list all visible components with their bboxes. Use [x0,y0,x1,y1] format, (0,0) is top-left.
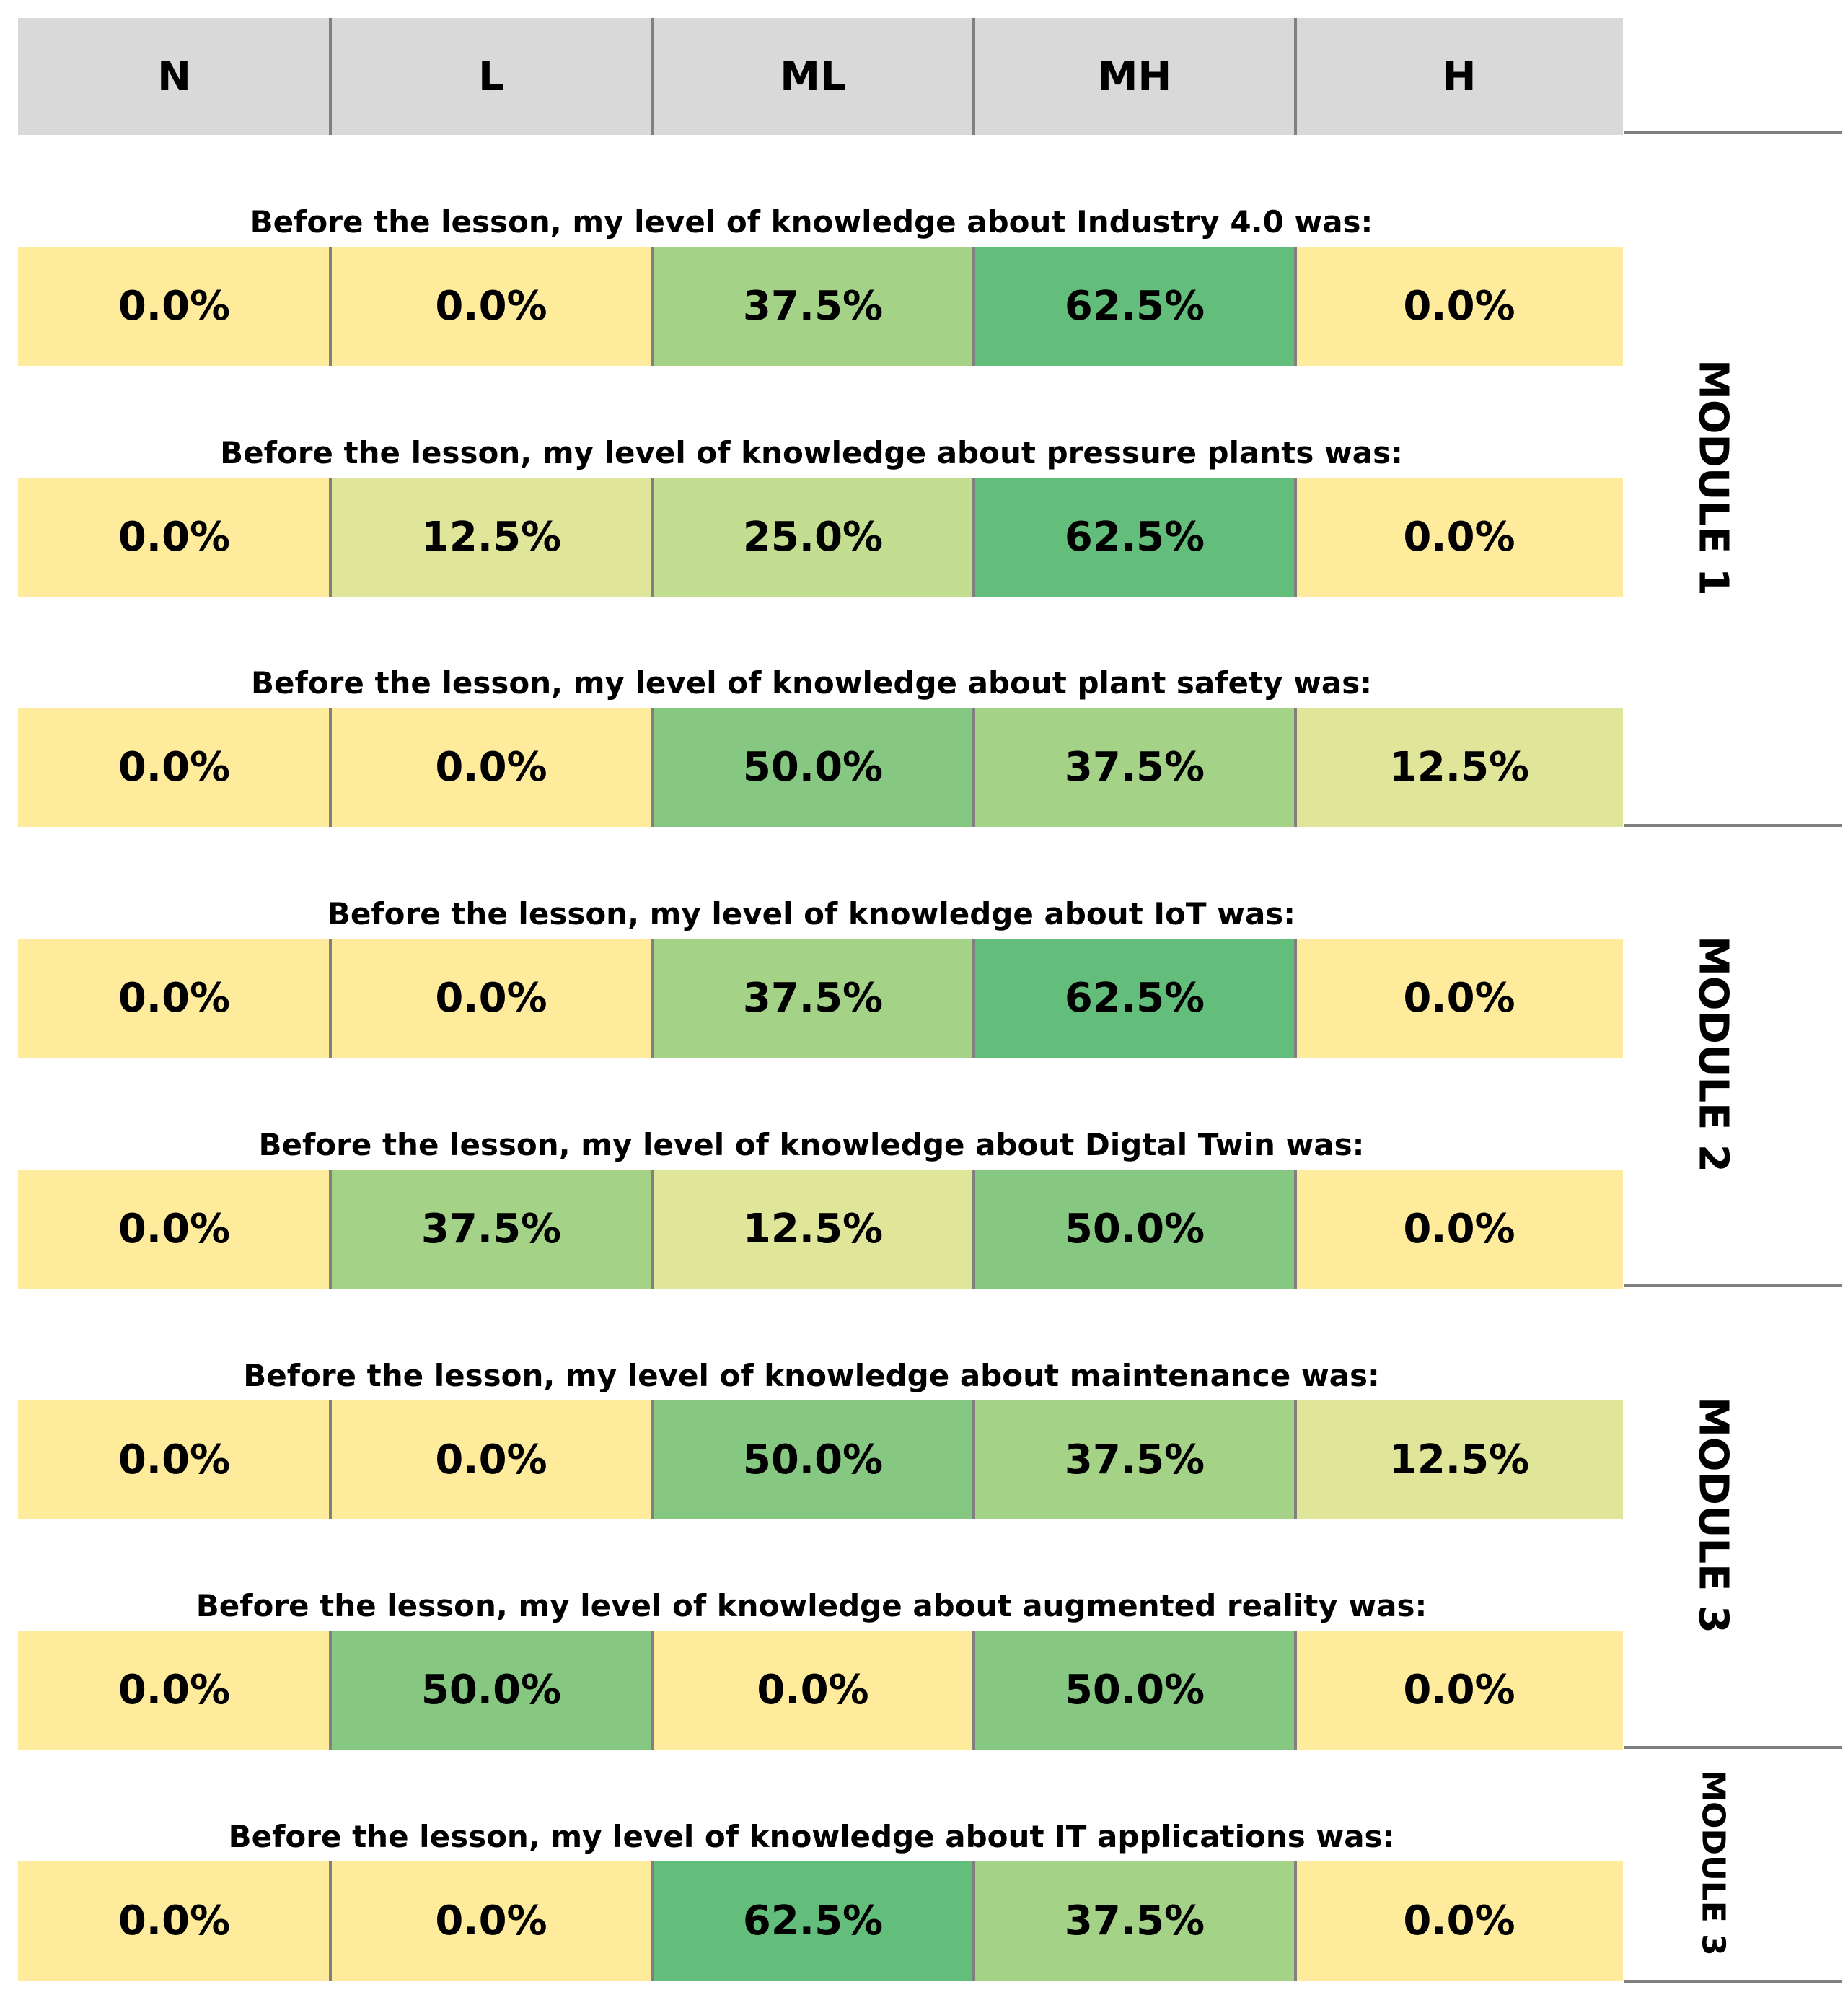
module-divider [1624,1284,1842,1287]
cell-separator [329,1861,332,1981]
heatmap-cell: 0.0% [18,477,330,597]
header-separator [651,18,654,135]
heatmap-cell: 0.0% [18,1631,330,1750]
cell-separator [329,247,332,366]
heatmap-cell: 50.0% [974,1631,1295,1750]
heatmap-cell: 0.0% [330,1400,652,1519]
column-header-n: N [18,18,330,135]
cell-separator [972,1631,975,1750]
heatmap-cell: 37.5% [652,247,974,366]
cell-separator [972,1861,975,1981]
heatmap-cell: 62.5% [974,939,1295,1058]
module-label: MODULE 1 [1689,359,1737,596]
cell-separator [1294,1631,1297,1750]
heatmap-cell: 12.5% [1295,1400,1623,1519]
heatmap-cell: 0.0% [330,708,652,828]
cell-separator [1294,477,1297,597]
cell-separator [1294,939,1297,1058]
heatmap-cell: 0.0% [1295,1631,1623,1750]
cell-separator [651,1861,654,1981]
heatmap-cell: 0.0% [18,939,330,1058]
heatmap-cell: 25.0% [652,477,974,597]
cell-separator [651,939,654,1058]
heatmap-cell: 0.0% [18,1169,330,1289]
heatmap-cell: 50.0% [974,1169,1295,1289]
cell-separator [329,1400,332,1519]
header-separator [972,18,975,135]
heatmap-cell: 0.0% [330,1861,652,1981]
heatmap-cell: 0.0% [652,1631,974,1750]
heatmap-cell: 62.5% [974,247,1295,366]
module-label: MODULE 3 [1694,1770,1732,1956]
cell-separator [329,477,332,597]
heatmap-cell: 0.0% [1295,1861,1623,1981]
header-separator [329,18,332,135]
question-label: Before the lesson, my level of knowledge… [258,1126,1365,1162]
cell-separator [329,1631,332,1750]
heatmap-cell: 0.0% [1295,247,1623,366]
heatmap-cell: 0.0% [18,708,330,828]
column-header-h: H [1295,18,1623,135]
cell-separator [972,1169,975,1289]
cell-separator [1294,1400,1297,1519]
heatmap-cell: 12.5% [1295,708,1623,828]
heatmap-cell: 12.5% [652,1169,974,1289]
header-separator [1294,18,1297,135]
question-label: Before the lesson, my level of knowledge… [195,1588,1427,1624]
question-label: Before the lesson, my level of knowledge… [251,665,1372,701]
heatmap-cell: 12.5% [330,477,652,597]
heatmap-cell: 62.5% [974,477,1295,597]
heatmap-cell: 37.5% [652,939,974,1058]
cell-separator [1294,1861,1297,1981]
heatmap-cell: 0.0% [1295,1169,1623,1289]
module-divider [1624,1746,1842,1749]
module-label: MODULE 3 [1689,1397,1737,1633]
column-header-l: L [330,18,652,135]
heatmap-cell: 0.0% [18,247,330,366]
cell-separator [972,247,975,366]
cell-separator [329,939,332,1058]
heatmap-cell: 50.0% [652,1400,974,1519]
heatmap-cell: 50.0% [330,1631,652,1750]
cell-separator [972,708,975,828]
cell-separator [329,708,332,828]
module-divider [1624,1980,1842,1983]
column-header-ml: ML [652,18,974,135]
heatmap-cell: 37.5% [974,708,1295,828]
question-label: Before the lesson, my level of knowledge… [243,1357,1380,1393]
cell-separator [1294,247,1297,366]
heatmap-cell: 0.0% [330,939,652,1058]
cell-separator [651,1169,654,1289]
question-label: Before the lesson, my level of knowledge… [220,434,1403,470]
cell-separator [1294,1169,1297,1289]
module-divider [1624,824,1842,827]
cell-separator [651,1400,654,1519]
question-label: Before the lesson, my level of knowledge… [327,896,1296,932]
heatmap-cell: 0.0% [1295,939,1623,1058]
cell-separator [972,1400,975,1519]
heatmap-cell: 50.0% [652,708,974,828]
heatmap-cell: 37.5% [974,1861,1295,1981]
question-label: Before the lesson, my level of knowledge… [228,1818,1395,1854]
cell-separator [651,708,654,828]
heatmap-cell: 0.0% [18,1861,330,1981]
cell-separator [651,1631,654,1750]
cell-separator [972,477,975,597]
heatmap-cell: 0.0% [18,1400,330,1519]
heatmap-cell: 37.5% [974,1400,1295,1519]
module-label: MODULE 2 [1689,936,1737,1172]
question-label: Before the lesson, my level of knowledge… [250,204,1373,240]
module-divider [1624,131,1842,134]
cell-separator [651,477,654,597]
cell-separator [972,939,975,1058]
column-header-mh: MH [974,18,1295,135]
heatmap-cell: 0.0% [1295,477,1623,597]
cell-separator [329,1169,332,1289]
cell-separator [1294,708,1297,828]
heatmap-cell: 0.0% [330,247,652,366]
cell-separator [651,247,654,366]
heatmap-cell: 37.5% [330,1169,652,1289]
heatmap-cell: 62.5% [652,1861,974,1981]
